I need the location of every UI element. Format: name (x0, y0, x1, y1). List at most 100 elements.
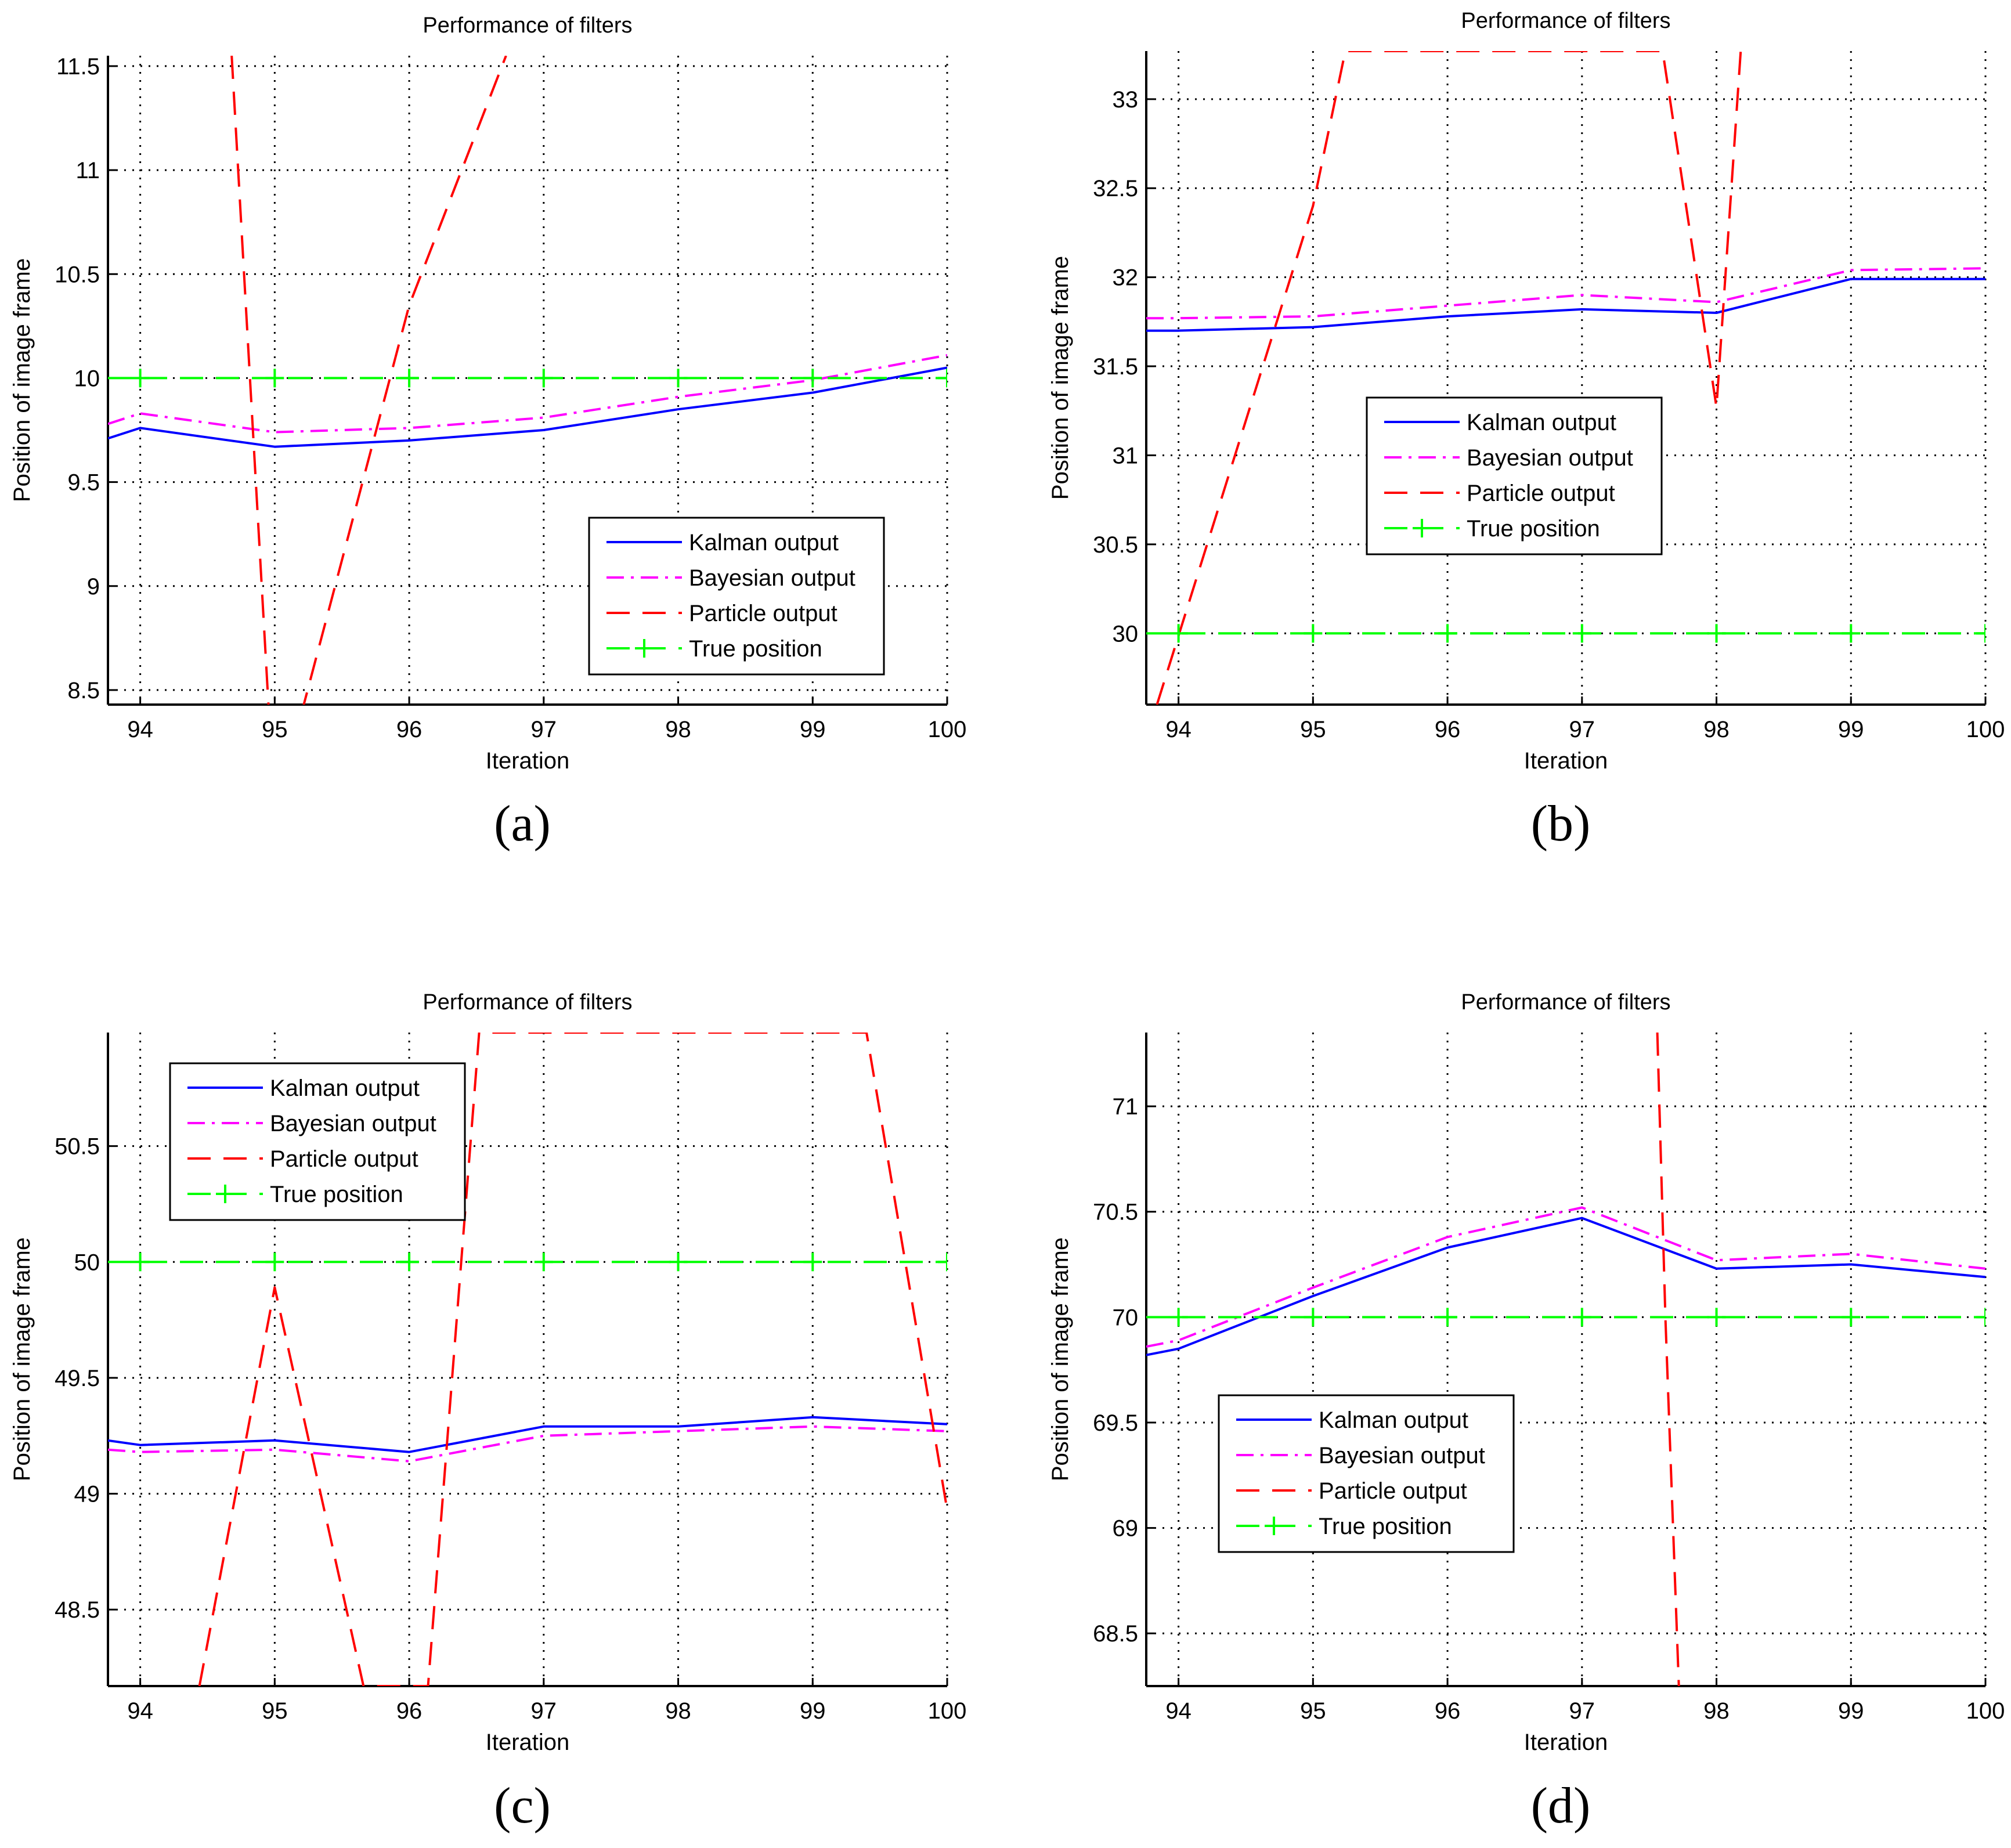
x-tick-label: 98 (665, 1698, 691, 1724)
truth-marker (1707, 1308, 1726, 1327)
truth-marker (938, 369, 947, 388)
x-tick-label: 99 (1838, 717, 1864, 742)
y-axis-label: Position of image frame (1048, 256, 1073, 500)
y-tick-label: 70.5 (1093, 1200, 1138, 1225)
chart-panel-c: Performance of filters 94 95 96 97 98 99 100 48.… (9, 990, 966, 1755)
kalman-series-line (1146, 1217, 1985, 1356)
legend-label-truth: True position (1319, 1514, 1452, 1539)
legend-label-truth: True position (270, 1182, 403, 1207)
legend-label-kalman: Kalman output (270, 1075, 420, 1101)
chart-panel-a: Performance of filters 94 95 96 97 98 99 100 8.5… (9, 13, 967, 774)
truth-marker (131, 1253, 150, 1272)
truth-marker (1304, 1308, 1323, 1327)
x-axis-label: Iteration (1524, 748, 1608, 774)
y-tick-label: 30 (1113, 621, 1139, 647)
x-tick-label: 95 (262, 717, 288, 742)
legend-marker-truth (635, 639, 654, 658)
legend-marker-truth (1413, 519, 1431, 537)
truth-marker (1169, 624, 1188, 643)
x-tick-label: 97 (1569, 1698, 1595, 1724)
chart-title: Performance of filters (423, 990, 632, 1015)
x-tick-label: 96 (396, 1698, 423, 1724)
legend-label-bayesian: Bayesian output (1467, 445, 1633, 471)
truth-marker (1842, 624, 1861, 643)
x-tick-label: 100 (1966, 1698, 2005, 1724)
y-tick-label: 69.5 (1093, 1410, 1138, 1436)
x-tick-label: 100 (1966, 717, 2005, 742)
y-tick-label: 49 (74, 1482, 100, 1507)
legend-marker-truth (216, 1185, 234, 1203)
y-tick-label: 10 (74, 366, 100, 391)
truth-marker (1438, 1308, 1457, 1327)
y-tick-label: 31 (1113, 443, 1139, 468)
x-tick-label: 97 (531, 1698, 557, 1724)
y-tick-label: 32 (1113, 265, 1139, 291)
y-axis-label: Position of image frame (1048, 1237, 1073, 1481)
x-tick-label: 97 (531, 717, 557, 742)
x-tick-label: 94 (127, 1698, 153, 1724)
particle-series-line (1656, 1033, 1680, 1686)
truth-marker (1572, 1308, 1591, 1327)
particle-series-line (198, 1033, 947, 1686)
truth-marker (1976, 1308, 1985, 1327)
y-axis-label: Position of image frame (9, 1237, 35, 1481)
truth-marker (400, 1253, 419, 1272)
y-tick-label: 8.5 (67, 678, 100, 703)
y-tick-label: 69 (1113, 1516, 1139, 1542)
x-tick-label: 98 (1703, 717, 1730, 742)
y-tick-label: 50 (74, 1250, 100, 1275)
legend-label-particle: Particle output (270, 1146, 418, 1172)
truth-marker (938, 1253, 947, 1272)
legend: Kalman output Bayesian output Particle out… (588, 517, 885, 676)
particle-series-line (230, 56, 507, 705)
bayesian-series-line (1146, 1206, 1985, 1348)
legend-label-particle: Particle output (1319, 1478, 1467, 1504)
bayesian-series-line (1146, 267, 1985, 320)
chart-panel-d: Performance of filters 94 95 96 97 98 99 100 68.… (1048, 990, 2005, 1755)
particle-series-line (1156, 51, 1742, 705)
kalman-series-line (1146, 277, 1985, 332)
y-tick-label: 50.5 (55, 1134, 100, 1160)
y-tick-label: 9 (87, 574, 100, 600)
x-tick-label: 96 (396, 717, 423, 742)
chart-title: Performance of filters (423, 13, 632, 38)
x-tick-label: 100 (928, 1698, 967, 1724)
y-tick-label: 30.5 (1093, 532, 1138, 558)
bayesian-series-line (108, 354, 947, 434)
panel-caption-c: (c) (494, 1778, 551, 1834)
y-tick-label: 11 (75, 158, 100, 183)
x-tick-label: 97 (1569, 717, 1595, 742)
legend-label-particle: Particle output (689, 601, 837, 626)
legend-label-particle: Particle output (1467, 481, 1615, 506)
y-tick-label: 11.5 (56, 54, 100, 80)
x-tick-label: 100 (928, 717, 967, 742)
y-tick-label: 33 (1113, 87, 1139, 113)
plot-area (108, 1033, 947, 1686)
x-tick-label: 96 (1435, 717, 1461, 742)
x-tick-label: 95 (1300, 1698, 1326, 1724)
truth-marker (669, 369, 688, 388)
x-tick-label: 94 (127, 717, 153, 742)
legend-label-kalman: Kalman output (1467, 410, 1616, 435)
x-tick-label: 95 (262, 1698, 288, 1724)
y-tick-label: 48.5 (55, 1597, 100, 1623)
truth-marker (534, 1253, 553, 1272)
x-tick-label: 99 (1838, 1698, 1864, 1724)
truth-marker (803, 1253, 822, 1272)
truth-marker (669, 1253, 688, 1272)
y-tick-label: 9.5 (67, 470, 100, 496)
x-axis-label: Iteration (1524, 1730, 1608, 1755)
legend-label-bayesian: Bayesian output (270, 1111, 436, 1136)
bayesian-series-line (108, 1425, 947, 1463)
x-tick-label: 99 (800, 1698, 826, 1724)
y-tick-label: 10.5 (55, 262, 100, 287)
x-axis-label: Iteration (486, 1730, 570, 1755)
x-axis-label: Iteration (486, 748, 570, 774)
chart-title: Performance of filters (1461, 9, 1670, 33)
x-tick-label: 98 (1703, 1698, 1730, 1724)
panel-caption-b: (b) (1531, 796, 1591, 852)
truth-marker (400, 369, 419, 388)
y-tick-label: 32.5 (1093, 176, 1138, 201)
legend: Kalman output Bayesian output Particle out… (1366, 396, 1663, 555)
